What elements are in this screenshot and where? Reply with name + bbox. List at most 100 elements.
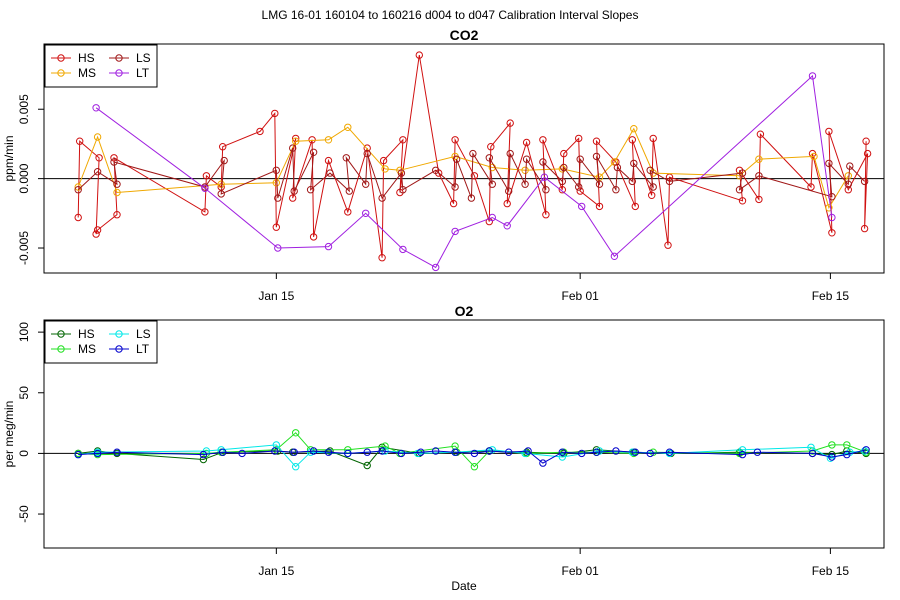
data-point-ls: [289, 144, 297, 152]
data-point-lt: [271, 447, 279, 455]
data-point-ls: [521, 180, 529, 188]
data-point-hs: [344, 208, 352, 216]
data-point-ms: [381, 165, 389, 173]
data-point-lt: [470, 449, 479, 458]
data-point-hs: [449, 199, 458, 208]
data-point-hs: [738, 197, 747, 205]
legend-swatch-marker: [115, 54, 123, 62]
data-point-ls: [485, 154, 493, 162]
panel-title: CO2: [450, 27, 479, 43]
data-point-ms: [755, 155, 763, 163]
data-point-ls: [342, 154, 350, 162]
legend-label-ls: LS: [136, 51, 151, 65]
data-point-ls: [345, 187, 353, 195]
legend-label-ms: MS: [78, 342, 96, 356]
data-point-hs: [592, 137, 601, 145]
data-point-lt: [505, 448, 513, 456]
data-point-hs: [575, 134, 583, 143]
data-point-ms: [344, 123, 352, 132]
data-point-ls: [272, 166, 280, 175]
data-point-hs: [93, 226, 102, 234]
data-point-ls: [575, 183, 583, 191]
data-point-lt: [503, 222, 511, 230]
data-point-hs: [202, 172, 211, 180]
data-point-lt: [324, 242, 333, 251]
series-line-ls: [78, 444, 865, 468]
data-point-ms: [272, 446, 280, 454]
data-point-hs: [379, 156, 388, 165]
data-point-hs: [558, 186, 566, 194]
series-line-ms: [77, 126, 849, 210]
data-point-lt: [828, 213, 836, 222]
data-point-lt: [646, 449, 654, 458]
data-point-ms: [470, 463, 479, 471]
data-point-hs: [324, 156, 333, 165]
y-axis-label: per meg/min: [2, 401, 16, 468]
data-point-lt: [344, 449, 352, 458]
legend-swatch-marker: [57, 330, 65, 338]
data-point-ls: [399, 186, 407, 194]
data-point-hs: [272, 223, 280, 231]
data-point-hs: [522, 138, 531, 147]
data-point-ls: [592, 152, 601, 161]
data-point-ms: [610, 158, 619, 166]
data-point-hs: [415, 51, 423, 59]
data-point-lt: [539, 459, 547, 467]
data-point-ls: [467, 194, 476, 202]
data-point-lt: [219, 448, 227, 456]
data-point-hs: [664, 241, 672, 249]
data-point-ms: [217, 180, 225, 188]
y-tick-label: 100: [17, 322, 31, 342]
series-line-lt: [95, 74, 833, 269]
legend-swatch-marker: [57, 54, 65, 62]
x-tick-label: Feb 15: [812, 564, 850, 578]
data-point-ls: [755, 172, 763, 180]
legend-box: [44, 44, 158, 88]
data-point-hs: [219, 143, 227, 151]
data-point-ms: [324, 136, 333, 144]
data-point-ls: [451, 183, 459, 191]
data-area: [74, 429, 870, 471]
legend-swatch-marker: [115, 69, 123, 77]
data-point-hs: [542, 211, 550, 219]
figure-title: LMG 16-01 160104 to 160216 d004 to d047 …: [262, 8, 639, 22]
data-point-ls: [363, 149, 371, 158]
legend-label-lt: LT: [136, 66, 150, 80]
x-tick-label: Jan 15: [258, 564, 294, 578]
data-point-ls: [665, 177, 674, 186]
data-point-hs: [399, 136, 407, 144]
data-point-lt: [578, 449, 586, 458]
data-point-ls: [488, 180, 496, 188]
data-point-ms: [521, 166, 529, 175]
data-point-hs: [199, 455, 208, 464]
x-tick-label: Feb 01: [561, 289, 599, 303]
y-axis-label: ppm/min: [2, 135, 16, 181]
data-point-lt: [397, 449, 406, 458]
data-point-lt: [324, 448, 333, 456]
data-point-ls: [469, 149, 477, 158]
data-point-hs: [648, 191, 656, 200]
data-point-hs: [271, 109, 279, 118]
data-point-hs: [862, 137, 870, 145]
y-tick-label: 0.005: [17, 94, 31, 124]
data-point-ls: [595, 180, 604, 188]
data-point-ls: [846, 162, 854, 170]
data-point-lt: [808, 72, 817, 80]
data-point-hs: [560, 149, 568, 158]
data-point-ls: [560, 163, 568, 172]
data-point-ls: [826, 454, 835, 462]
data-point-hs: [539, 136, 547, 144]
data-point-lt: [558, 448, 566, 456]
data-point-hs: [201, 208, 209, 216]
co2-panel: CO2 Jan 15 Feb 01 Feb 15 -0.005 0.000 0.005ppm…: [2, 27, 885, 303]
data-point-ls: [110, 158, 118, 166]
data-point-hs: [326, 447, 334, 455]
data-point-hs: [755, 195, 763, 204]
data-point-hs: [76, 137, 84, 145]
data-point-ms: [862, 448, 870, 456]
data-point-hs: [256, 127, 264, 136]
legend-swatch-marker: [115, 330, 123, 338]
panel-title: O2: [455, 303, 474, 319]
data-point-ls: [432, 166, 440, 175]
